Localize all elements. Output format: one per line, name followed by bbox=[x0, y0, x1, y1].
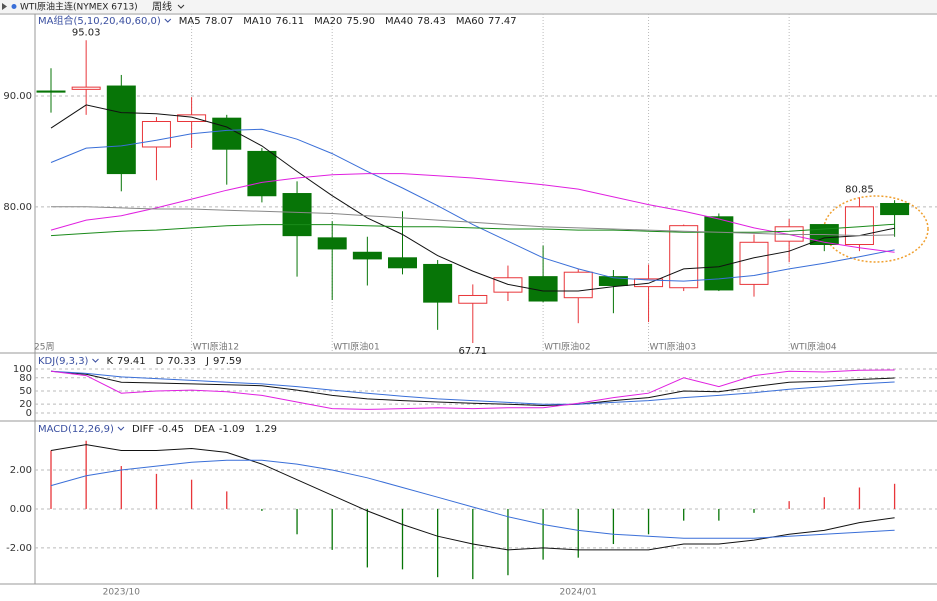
symbol-dot bbox=[11, 4, 17, 9]
dropdown-caret bbox=[177, 4, 185, 9]
legend-name: MA5 bbox=[179, 16, 201, 27]
x-tick-label: WTI原油02 bbox=[544, 341, 591, 353]
legend-value: 76.11 bbox=[275, 16, 304, 27]
candle-body bbox=[36, 90, 66, 93]
legend-name: D bbox=[156, 356, 164, 367]
series-line bbox=[50, 223, 895, 237]
legend-name: DIFF bbox=[132, 424, 154, 435]
y-tick-label: 80 bbox=[19, 373, 32, 384]
candle-body bbox=[141, 120, 171, 148]
series-line bbox=[50, 128, 895, 282]
series-line bbox=[50, 370, 895, 407]
legend-value: 1.29 bbox=[255, 424, 277, 435]
panel-title: MACD(12,26,9) bbox=[38, 424, 114, 435]
legend-name: MA40 bbox=[385, 16, 413, 27]
candle-body bbox=[282, 193, 312, 237]
y-tick-label: 0 bbox=[26, 408, 32, 419]
y-tick-label: 80.00 bbox=[3, 202, 32, 213]
candle-body bbox=[493, 277, 523, 293]
toolbar bbox=[0, 0, 937, 13]
candle-body bbox=[598, 276, 628, 287]
candle-body bbox=[634, 278, 664, 288]
series-line bbox=[50, 444, 895, 551]
x-tick-label: 2023/10 bbox=[103, 588, 141, 598]
frame bbox=[0, 13, 937, 585]
y-tick-label: 100 bbox=[13, 364, 32, 375]
dropdown-caret bbox=[117, 426, 125, 431]
legend-name: DEA bbox=[194, 424, 215, 435]
candle-body bbox=[739, 241, 769, 285]
legend-value: -0.45 bbox=[158, 424, 184, 435]
dropdown-caret bbox=[164, 18, 172, 23]
y-tick-label: -2.00 bbox=[6, 543, 32, 554]
x-tick-label: WTI原油12 bbox=[193, 341, 240, 353]
candle-body bbox=[880, 203, 910, 216]
x-tick-label: WTI原油03 bbox=[650, 341, 697, 353]
y-tick-label: 50 bbox=[19, 386, 32, 397]
x-tick-label: 2024/01 bbox=[560, 588, 597, 598]
x-tick-label: WTI原油01 bbox=[333, 341, 380, 353]
candle-body bbox=[352, 251, 382, 260]
candle-body bbox=[423, 263, 453, 303]
candle-body bbox=[669, 225, 699, 289]
legend-name: J bbox=[205, 356, 209, 367]
y-tick-label: 0.00 bbox=[10, 504, 32, 515]
x-tick-label: WTI原油04 bbox=[790, 341, 837, 353]
candle-body bbox=[177, 114, 207, 122]
series-line bbox=[51, 206, 895, 237]
legend-value: 78.07 bbox=[205, 16, 234, 27]
legend-value: 78.43 bbox=[417, 16, 446, 27]
legend-value: 77.47 bbox=[488, 16, 517, 27]
series-line bbox=[50, 173, 895, 253]
legend-value: 75.90 bbox=[346, 16, 375, 27]
price-annotation: 67.71 bbox=[458, 346, 487, 357]
period-selector[interactable]: 周线 bbox=[152, 0, 172, 13]
candle-body bbox=[106, 85, 136, 175]
legend-value: -1.09 bbox=[219, 424, 245, 435]
candle-body bbox=[71, 86, 101, 90]
period-label: 25周 bbox=[34, 342, 54, 353]
candle-body bbox=[317, 237, 347, 250]
panel-title: MA组合(5,10,20,40,60,0) bbox=[38, 14, 161, 27]
toolbar-icon bbox=[2, 3, 7, 10]
candle-body bbox=[458, 294, 488, 304]
candle-body bbox=[563, 271, 593, 299]
series-line bbox=[50, 104, 895, 292]
legend-value: 79.41 bbox=[117, 356, 146, 367]
legend-name: MA60 bbox=[456, 16, 484, 27]
candle-body bbox=[247, 150, 277, 197]
symbol[interactable]: WTI原油主连(NYMEX 6713) bbox=[20, 1, 138, 13]
legend-name: K bbox=[106, 356, 113, 367]
highlight-circle bbox=[823, 195, 929, 263]
panel-title: KDJ(9,3,3) bbox=[38, 356, 89, 367]
series-line bbox=[50, 369, 895, 410]
dropdown-caret bbox=[92, 358, 99, 363]
legend-value: 70.33 bbox=[167, 356, 196, 367]
candle-body bbox=[212, 117, 242, 150]
y-tick-label: 2.00 bbox=[10, 465, 32, 476]
y-tick-label: 90.00 bbox=[3, 91, 32, 102]
price-annotation: 80.85 bbox=[845, 184, 874, 195]
price-annotation: 95.03 bbox=[72, 27, 101, 38]
series-line bbox=[50, 370, 895, 405]
candle-body bbox=[388, 257, 417, 269]
legend-value: 97.59 bbox=[213, 356, 242, 367]
series-line bbox=[50, 459, 895, 539]
legend-name: MA10 bbox=[243, 16, 271, 27]
legend-name: MA20 bbox=[314, 16, 342, 27]
y-tick-label: 20 bbox=[19, 399, 32, 410]
